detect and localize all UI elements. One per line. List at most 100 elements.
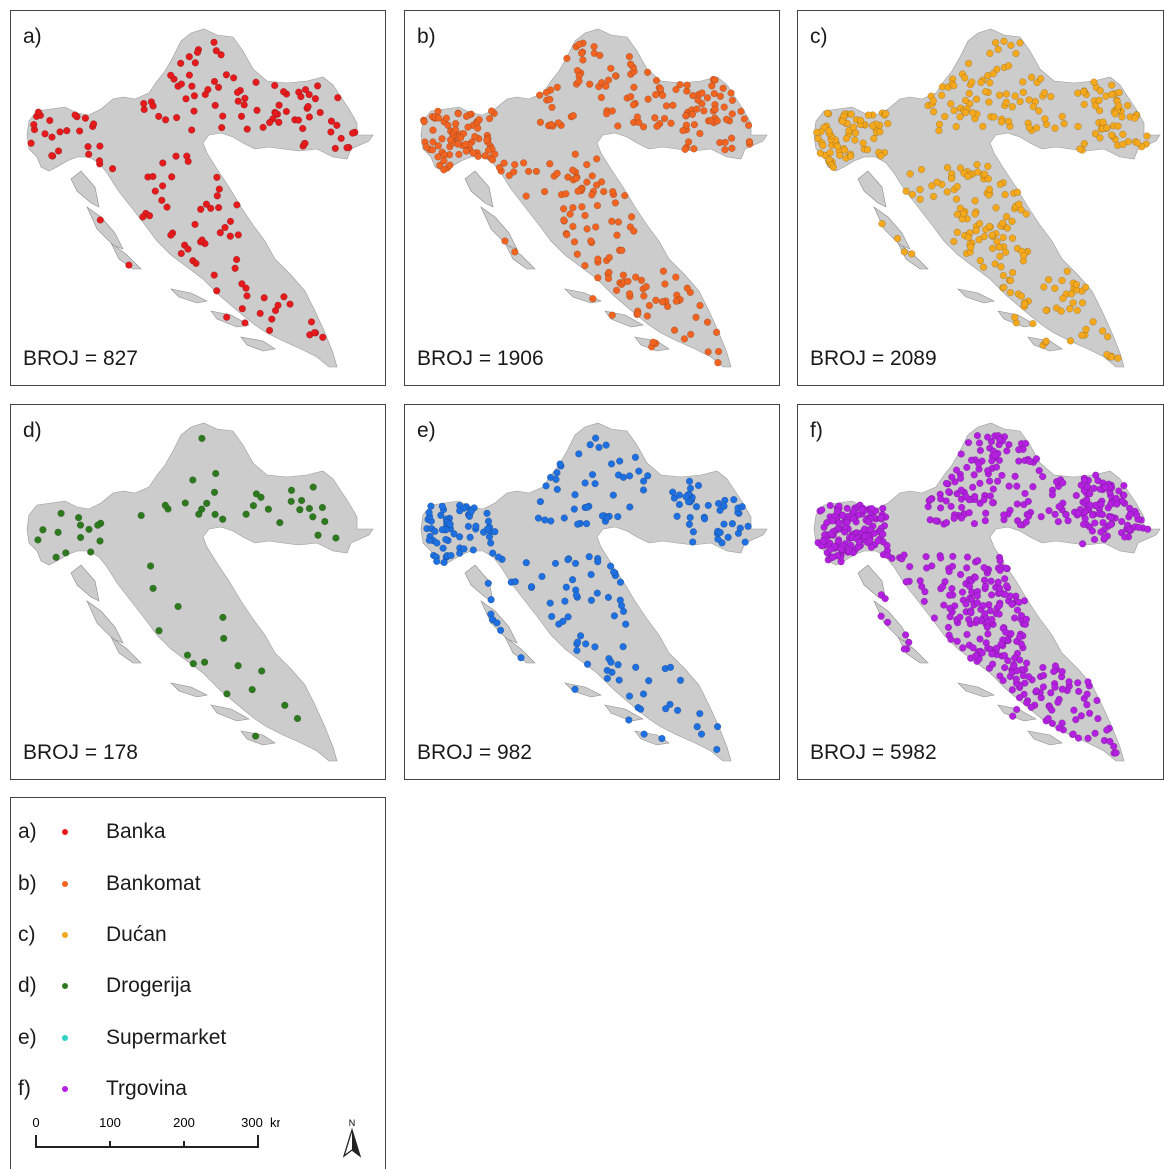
legend-item-ducan: c) Dućan — [18, 921, 167, 949]
location-point — [843, 518, 851, 527]
location-point — [438, 526, 447, 534]
location-point — [659, 91, 667, 100]
location-point — [1124, 101, 1132, 110]
location-point — [562, 190, 570, 198]
location-point — [632, 663, 640, 671]
location-point — [319, 333, 327, 341]
location-point — [210, 271, 218, 279]
location-point — [1114, 122, 1122, 130]
location-point — [950, 106, 958, 115]
location-point — [741, 538, 749, 546]
location-point — [1009, 269, 1017, 277]
location-point — [1073, 306, 1081, 315]
location-point — [1003, 224, 1012, 232]
location-point — [1019, 88, 1027, 96]
location-point — [1012, 49, 1020, 58]
location-point — [167, 231, 175, 239]
location-point — [75, 127, 84, 135]
location-point — [883, 618, 892, 626]
location-point — [210, 77, 219, 86]
location-point — [642, 283, 650, 291]
location-point — [981, 517, 989, 525]
location-point — [495, 163, 504, 172]
location-point — [816, 149, 824, 157]
location-point — [640, 730, 648, 738]
location-point — [721, 146, 729, 154]
location-point — [1012, 675, 1020, 683]
croatia-map-e — [420, 422, 768, 762]
location-point — [489, 549, 497, 557]
location-point — [716, 528, 724, 537]
location-point — [547, 120, 555, 129]
location-point — [957, 450, 965, 458]
location-point — [1011, 92, 1019, 100]
location-point — [942, 479, 951, 488]
location-point — [182, 95, 190, 103]
location-point — [1024, 497, 1032, 506]
location-point — [908, 250, 916, 258]
location-point — [1019, 78, 1027, 86]
location-point — [738, 503, 746, 511]
location-point — [957, 570, 965, 579]
location-point — [56, 128, 64, 136]
location-point — [183, 152, 191, 160]
location-point — [1050, 667, 1058, 676]
location-point — [536, 497, 545, 506]
location-point — [1121, 533, 1129, 541]
island-shape — [86, 206, 124, 250]
location-point — [429, 138, 437, 146]
location-point — [41, 130, 49, 138]
location-point — [637, 276, 646, 284]
location-point — [1100, 534, 1108, 542]
location-point — [957, 486, 965, 494]
location-point — [202, 200, 211, 208]
location-point — [703, 318, 712, 326]
location-point — [592, 434, 600, 442]
location-point — [511, 578, 519, 586]
location-point — [935, 126, 943, 135]
location-point — [675, 491, 683, 499]
location-point — [1077, 481, 1085, 489]
location-point — [932, 517, 940, 525]
location-point — [242, 284, 250, 292]
location-point — [974, 168, 982, 176]
location-point — [63, 127, 71, 135]
location-point — [437, 511, 445, 519]
location-point — [698, 89, 706, 97]
location-point — [1011, 472, 1019, 480]
island-shape — [957, 288, 995, 304]
location-point — [188, 82, 196, 90]
location-point — [211, 101, 219, 110]
location-point — [997, 640, 1005, 648]
location-point — [94, 521, 102, 529]
location-point — [829, 163, 838, 171]
location-point — [993, 644, 1001, 652]
location-point — [710, 89, 718, 98]
location-point — [959, 644, 967, 652]
location-point — [1039, 671, 1048, 680]
location-point — [864, 518, 872, 526]
location-point — [27, 139, 35, 147]
island-shape — [110, 636, 142, 664]
location-point — [1054, 517, 1062, 526]
location-point — [1013, 482, 1021, 490]
location-point — [234, 97, 242, 105]
location-point — [1001, 575, 1009, 583]
island-shape — [857, 170, 887, 208]
location-point — [826, 149, 834, 157]
location-point — [1114, 354, 1122, 362]
location-point — [986, 49, 994, 57]
location-point — [621, 192, 629, 200]
scale-bar: 0 100 200 300 km — [32, 1115, 280, 1148]
location-point — [614, 122, 622, 130]
legend-label: Dućan — [106, 923, 167, 946]
location-point — [906, 563, 914, 571]
location-point — [337, 134, 345, 143]
location-point — [984, 467, 992, 475]
legend-letter: f) — [18, 1077, 31, 1100]
location-point — [1090, 535, 1099, 544]
location-point — [1045, 276, 1053, 284]
location-point — [456, 134, 465, 142]
location-point — [1083, 482, 1092, 491]
location-point — [574, 187, 582, 195]
